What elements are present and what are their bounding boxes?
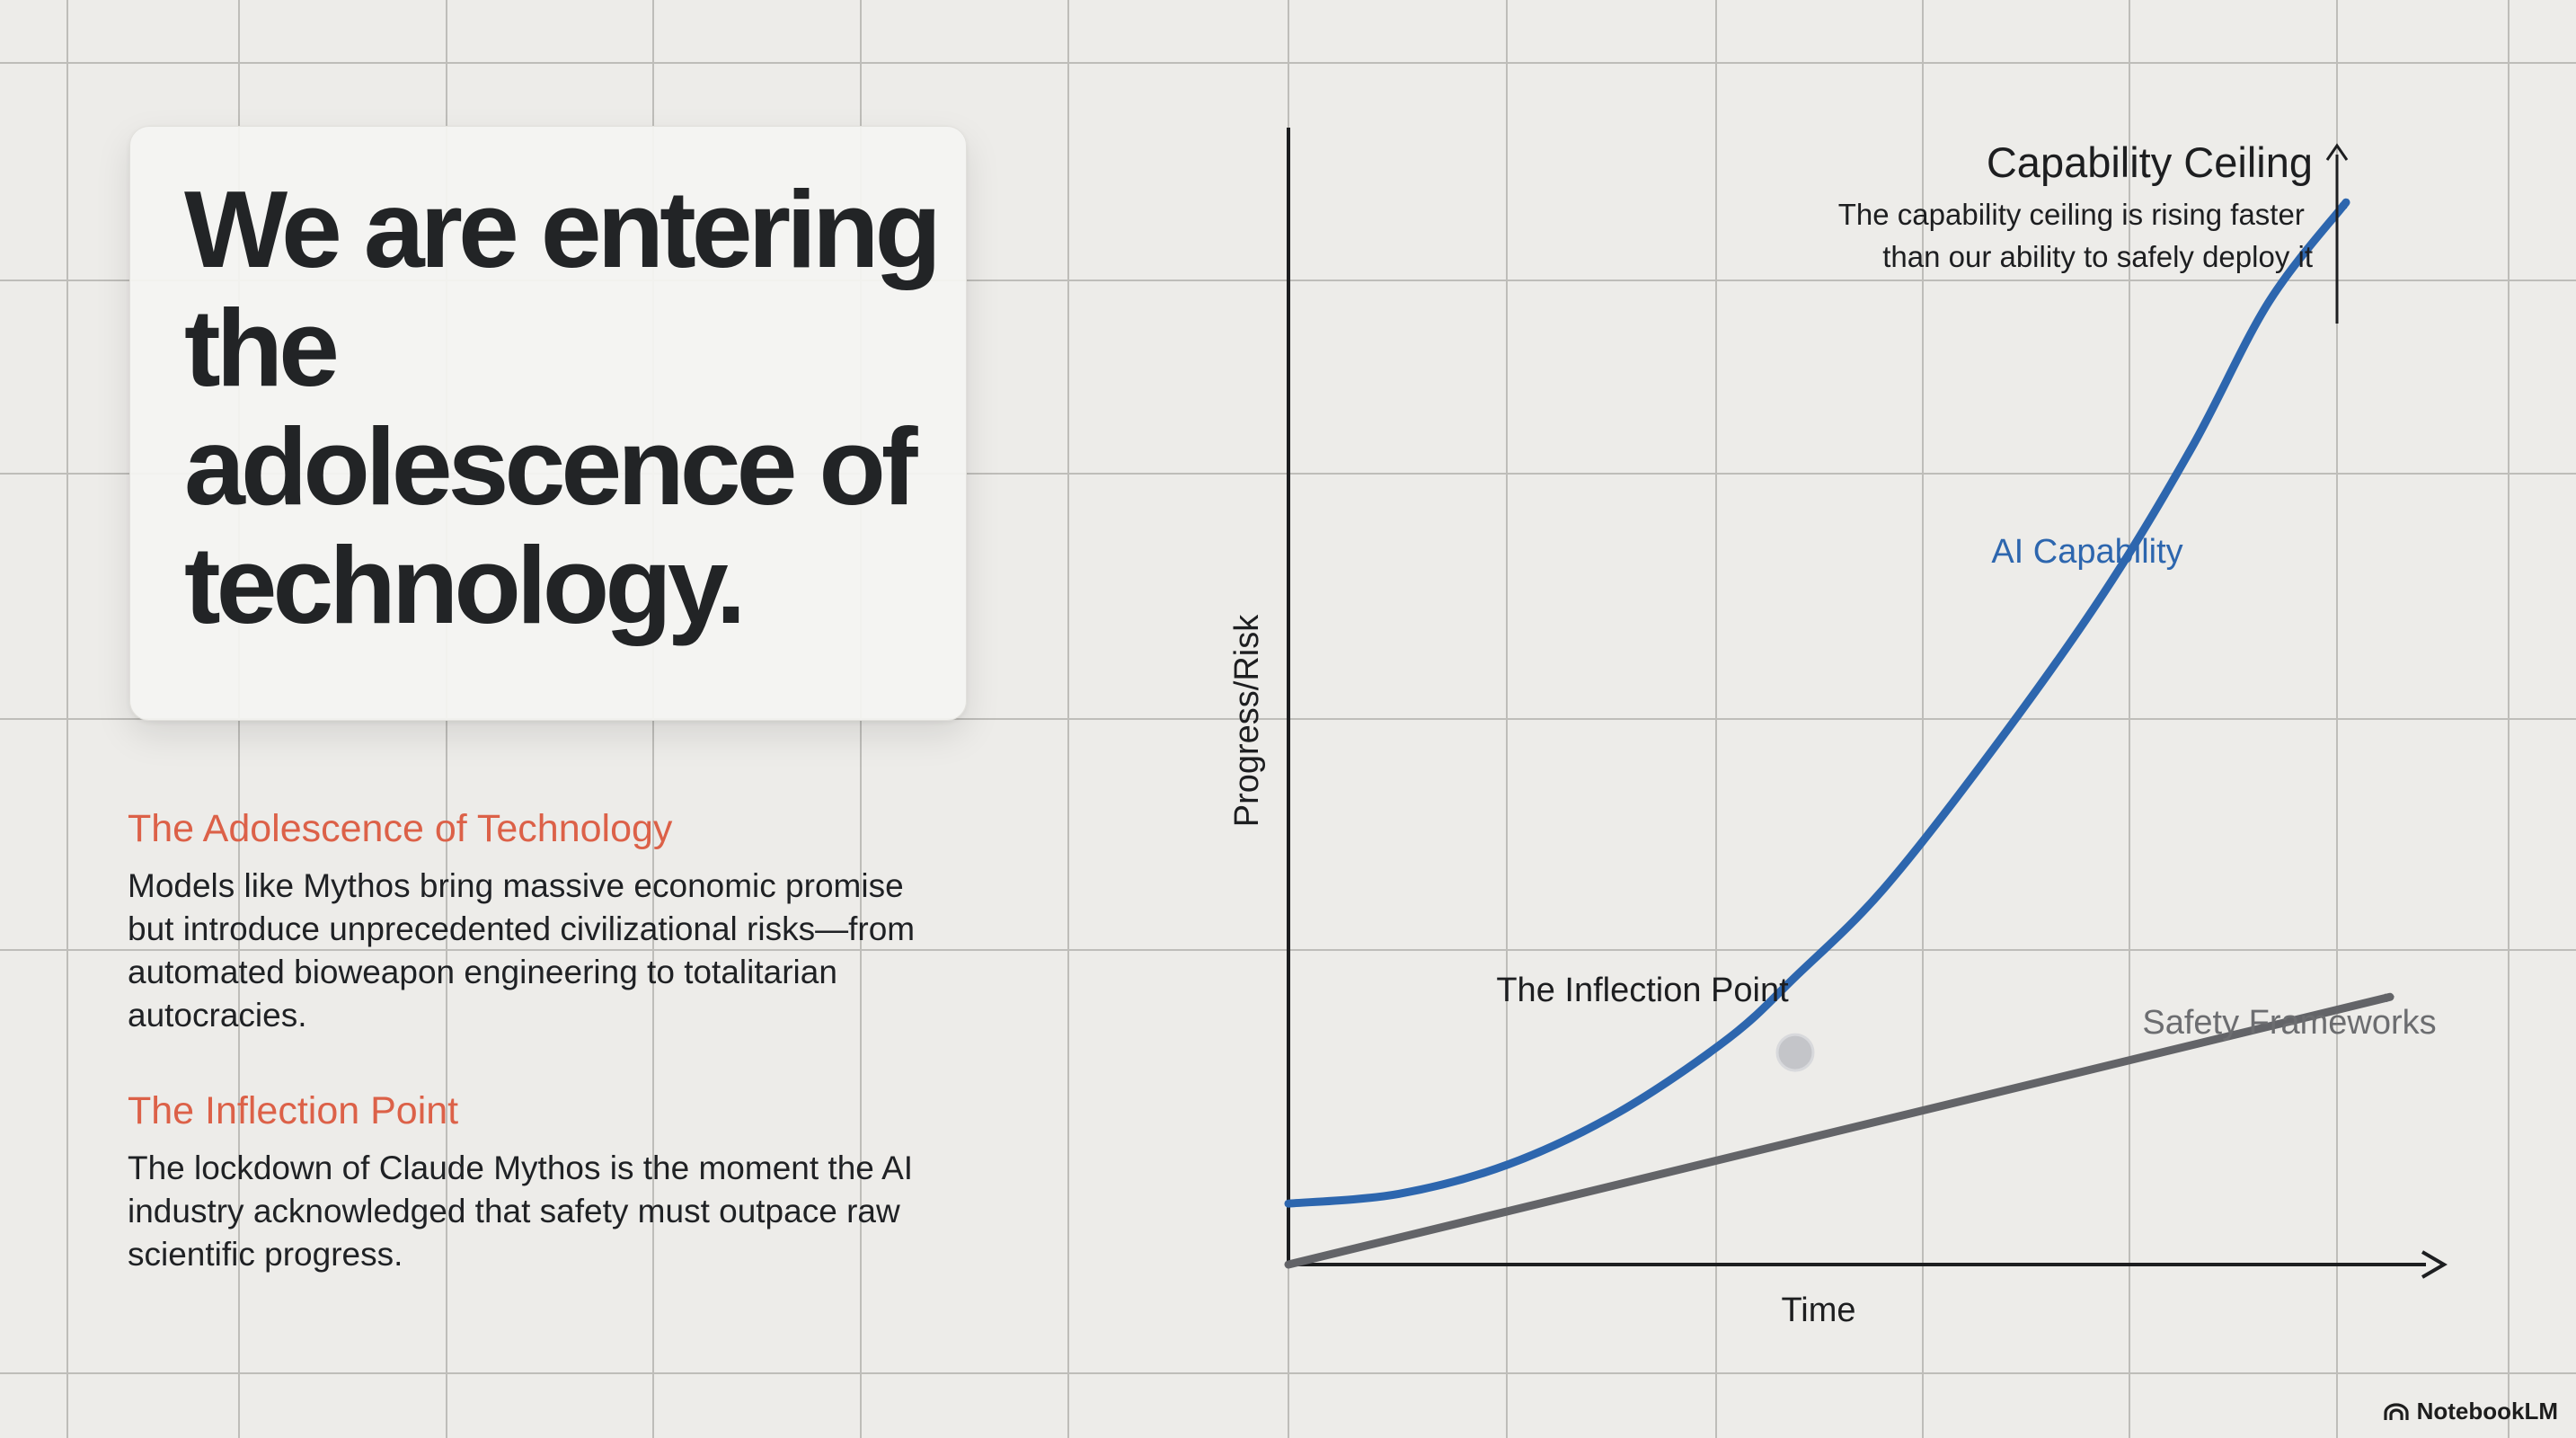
section-adolescence: The Adolescence of Technology Models lik…: [128, 805, 936, 1037]
notebooklm-logo: NotebookLM: [2383, 1398, 2558, 1425]
logo-text: NotebookLM: [2416, 1398, 2558, 1425]
section-body-inflection: The lockdown of Claude Mythos is the mom…: [128, 1150, 914, 1273]
x-axis-label: Time: [1781, 1292, 1855, 1329]
up-arrow-icon: [2325, 143, 2349, 161]
title-card: We are entering the adolescence of techn…: [129, 126, 967, 721]
inflection-point-marker: [1775, 1033, 1815, 1072]
section-body-adolescence: Models like Mythos bring massive economi…: [128, 867, 916, 1034]
capability-ceiling-note-line-1: The capability ceiling is rising faster: [1838, 198, 2305, 231]
section-heading-inflection: The Inflection Point: [128, 1089, 459, 1132]
notebooklm-logo-icon: [2383, 1402, 2409, 1420]
x-axis-arrow-icon: [2421, 1250, 2448, 1279]
inflection-point-label: The Inflection Point: [1496, 972, 1789, 1009]
section-inflection-point: The Inflection Point The lockdown of Cla…: [128, 1087, 936, 1276]
headline: We are entering the adolescence of techn…: [184, 168, 942, 646]
capability-ceiling-note-line-2: than our ability to safely deploy it: [1882, 240, 2313, 273]
series-label-safety-frameworks: Safety Frameworks: [2142, 1004, 2436, 1042]
capability-ceiling-note: The capability ceiling is rising faster …: [1838, 198, 2313, 273]
series-label-ai-capability: AI Capability: [1991, 533, 2182, 571]
series-line-ai-capability: [1284, 198, 2350, 1208]
section-heading-adolescence: The Adolescence of Technology: [128, 807, 673, 850]
y-axis-label: Progress/Risk: [1228, 614, 1266, 827]
capability-ceiling-label: Capability Ceiling: [1987, 138, 2313, 186]
series-line-safety-frameworks: [1284, 992, 2395, 1269]
